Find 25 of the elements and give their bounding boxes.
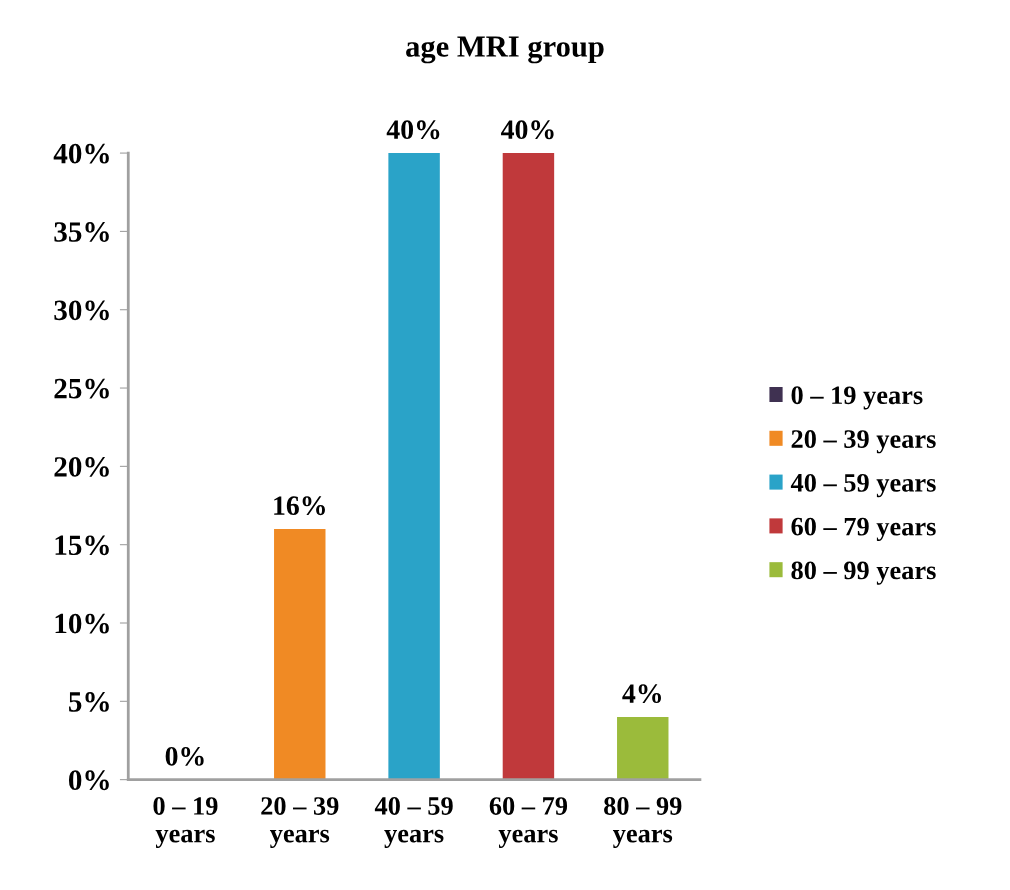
data-label: 40% [386,120,440,140]
legend-label: 60 – 79 years [791,517,936,541]
data-label: 4% [622,684,661,704]
legend-label: 80 – 99 years [791,561,936,585]
y-tick-label: 40% [53,143,109,164]
legend-label: 0 – 19 years [791,386,923,410]
x-tick-label: 60 – 79 years [489,797,568,848]
y-tick-label: 35% [54,222,109,242]
y-tick-label: 30% [54,300,109,321]
y-tick-label: 25% [54,378,109,399]
x-tick-label: 40 – 59 years [374,797,453,848]
y-tick-label: 0% [68,770,109,791]
legend-label: 20 – 39 years [791,430,936,454]
data-label: 16% [274,496,325,516]
x-tick-label: 20 – 39 years [261,797,339,848]
x-tick-label: 80 – 99 years [604,797,682,848]
data-label: 0% [165,746,204,766]
y-tick-label: 15% [55,535,109,556]
legend-label: 40 – 59 years [790,473,936,498]
y-tick-label: 20% [54,457,109,477]
x-tick-label: 0 – 19 years [153,797,218,848]
y-tick-label: 10% [55,613,109,634]
y-tick-label: 5% [69,692,109,712]
chart-title: age MRI group [406,36,604,64]
data-label: 40% [501,120,554,140]
